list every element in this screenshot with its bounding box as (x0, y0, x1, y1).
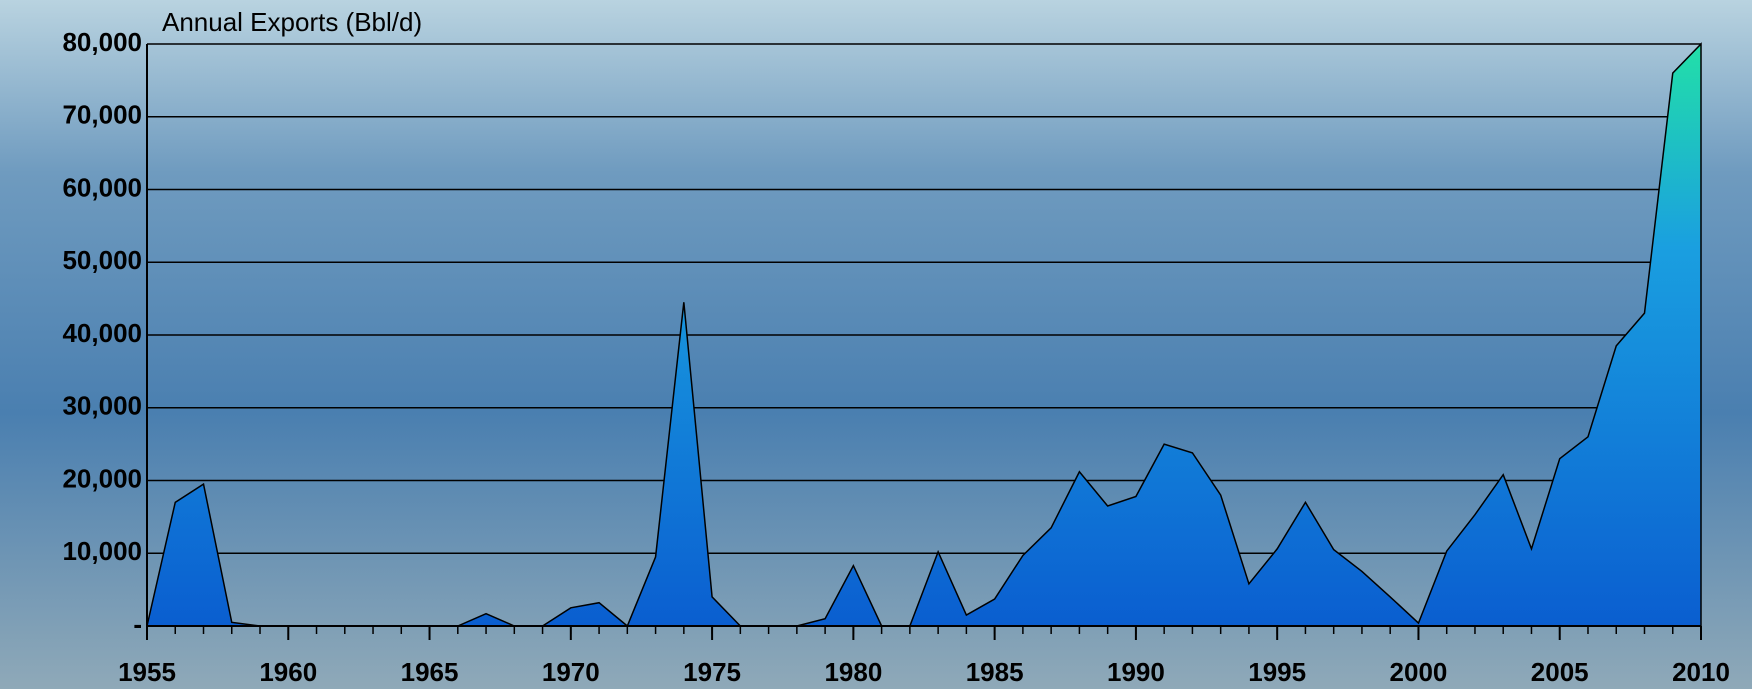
y-tick-label: 40,000 (62, 318, 142, 348)
x-tick-label: 1960 (259, 657, 317, 687)
y-tick-label: 50,000 (62, 245, 142, 275)
x-tick-label: 2000 (1390, 657, 1448, 687)
x-tick-label: 1970 (542, 657, 600, 687)
y-tick-label: 60,000 (62, 172, 142, 202)
y-tick-label: 30,000 (62, 391, 142, 421)
y-tick-label: - (133, 609, 142, 639)
x-tick-label: 1980 (824, 657, 882, 687)
y-tick-label: 10,000 (62, 536, 142, 566)
y-tick-label: 70,000 (62, 100, 142, 130)
x-tick-label: 2010 (1672, 657, 1730, 687)
y-tick-label: 20,000 (62, 463, 142, 493)
chart-title: Annual Exports (Bbl/d) (162, 7, 422, 37)
x-tick-label: 1965 (401, 657, 459, 687)
x-tick-label: 1990 (1107, 657, 1165, 687)
y-tick-label: 80,000 (62, 27, 142, 57)
x-tick-label: 2005 (1531, 657, 1589, 687)
x-tick-label: 1975 (683, 657, 741, 687)
x-tick-label: 1995 (1248, 657, 1306, 687)
x-tick-label: 1985 (966, 657, 1024, 687)
x-tick-label: 1955 (118, 657, 176, 687)
